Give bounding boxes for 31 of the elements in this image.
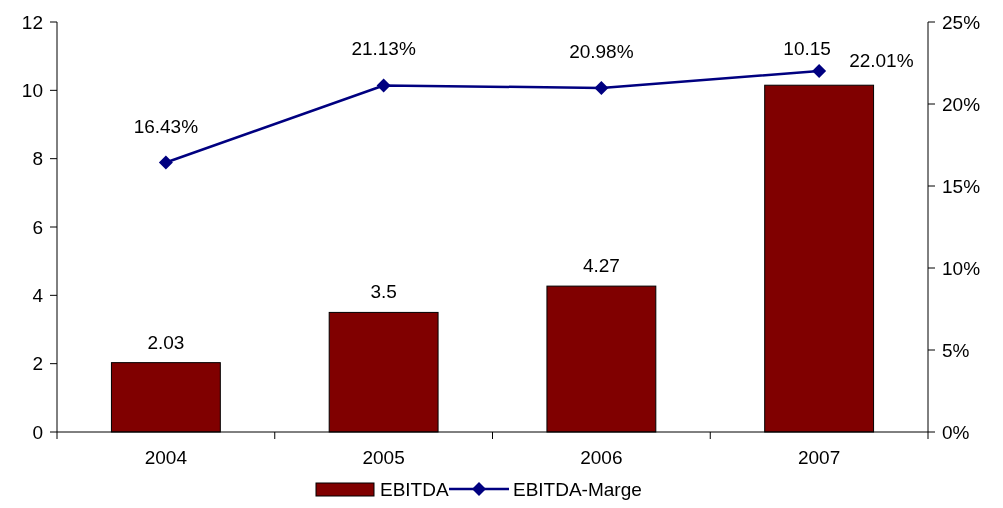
point [158, 155, 173, 170]
point [594, 80, 609, 95]
x-tick-label: 2006 [580, 447, 623, 468]
y2-tick-label: 15% [942, 175, 981, 197]
x-tick-label: 2005 [362, 447, 405, 468]
y-tick-label: 4 [32, 284, 44, 306]
y2-tick-label: 10% [942, 257, 981, 279]
y-tick-label: 2 [32, 353, 43, 375]
y-tick-label: 0 [32, 421, 43, 443]
data-label: 20.98% [569, 40, 634, 62]
y2-tick-label: 20% [942, 93, 981, 115]
data-label: 2.03 [147, 331, 185, 353]
legend-label: EBITDA-Marge [513, 479, 642, 500]
y2-tick-label: 25% [942, 11, 981, 33]
data-label: 3.5 [370, 281, 397, 303]
x-tick-label: 2004 [144, 447, 188, 468]
point [376, 78, 391, 93]
data-label: 22.01% [849, 50, 914, 72]
y-tick-label: 10 [21, 79, 43, 101]
point [812, 64, 827, 79]
data-label: 16.43% [133, 115, 199, 137]
data-label: 10.15 [783, 38, 831, 60]
y2-tick-label: 5% [942, 339, 970, 361]
legend-label: EBITDA [380, 479, 449, 500]
x-tick-label: 2007 [797, 447, 841, 468]
y-tick-label: 12 [21, 11, 43, 33]
data-label: 4.27 [582, 255, 620, 277]
y2-tick-label: 0% [942, 421, 970, 443]
y-tick-label: 8 [32, 148, 43, 170]
data-label: 21.13% [351, 38, 416, 60]
y-tick-label: 6 [32, 216, 43, 238]
